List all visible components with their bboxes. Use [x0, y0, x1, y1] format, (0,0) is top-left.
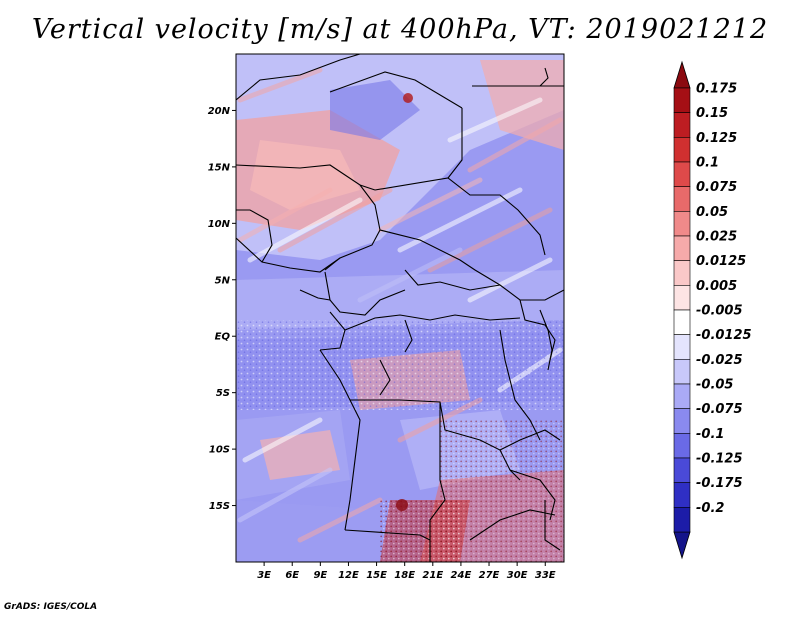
colorbar-swatch [673, 87, 691, 113]
map-title: Vertical velocity [m/s] at 400hPa, VT: 2… [31, 14, 769, 45]
footer-credit: GrADS: IGES/COLA [4, 602, 98, 612]
lon-tick-label: 30E [507, 570, 528, 581]
colorbar-swatch [673, 235, 691, 261]
map-area: 20N 15N 10N 5N EQ 5S 10S 15S 3E 6E 9E 12E 15E 18E 21E… [208, 53, 565, 581]
lon-tick-label: 33E [535, 570, 556, 581]
lat-tick-label: 20N [208, 106, 231, 117]
colorbar-swatch [673, 507, 691, 533]
colorbar-label: -0.125 [696, 452, 743, 467]
colorbar-swatch [673, 137, 691, 163]
colorbar-label: -0.075 [696, 402, 743, 417]
colorbar-swatch [673, 457, 691, 483]
lon-tick-label: 27E [479, 570, 500, 581]
colorbar-label: -0.0125 [696, 328, 752, 343]
lat-tick-label: 10N [208, 219, 231, 230]
colorbar-label: 0.0125 [696, 254, 746, 269]
velocity-field [236, 54, 564, 562]
lat-tick-label: EQ [215, 332, 231, 343]
lat-tick-label: 10S [209, 445, 230, 456]
colorbar-top-extension [673, 60, 691, 89]
colorbar-label: 0.005 [696, 279, 737, 294]
colorbar-swatch [673, 334, 691, 360]
colorbar-swatch [673, 285, 691, 311]
colorbar-swatch [673, 112, 691, 138]
lat-tick-label: 15S [209, 501, 230, 512]
colorbar-swatch [673, 309, 691, 335]
colorbar-label: 0.075 [696, 180, 737, 195]
colorbar-label: -0.025 [696, 353, 743, 368]
colorbar-swatch [673, 161, 691, 187]
colorbar-label: 0.15 [696, 106, 728, 121]
colorbar-label: -0.1 [696, 427, 724, 442]
colorbar-swatch [673, 211, 691, 237]
lon-tick-label: 12E [338, 570, 359, 581]
colorbar-swatch [673, 260, 691, 286]
map-frame [235, 53, 565, 563]
lat-tick-label: 15N [208, 162, 231, 173]
colorbar-label: -0.05 [696, 378, 733, 393]
colorbar: 0.175 0.15 0.125 0.1 0.075 0.05 0.025 0.0125 0.0… [673, 60, 752, 560]
colorbar-label: -0.005 [696, 304, 743, 319]
lon-tick-label: 3E [257, 570, 271, 581]
colorbar-label: 0.175 [696, 82, 737, 97]
colorbar-swatch [673, 433, 691, 459]
colorbar-label: 0.125 [696, 131, 737, 146]
lon-tick-label: 24E [451, 570, 472, 581]
longitude-axis: 3E 6E 9E 12E 15E 18E 21E 24E 27E 30E 33E [257, 562, 556, 581]
colorbar-swatch [673, 482, 691, 508]
colorbar-label: 0.05 [696, 205, 728, 220]
colorbar-label: 0.025 [696, 230, 737, 245]
colorbar-swatch [673, 186, 691, 212]
country-borders [236, 54, 564, 562]
lon-tick-label: 15E [366, 570, 387, 581]
lon-tick-label: 18E [394, 570, 415, 581]
lat-tick-label: 5S [216, 388, 230, 399]
lon-tick-label: 9E [313, 570, 327, 581]
colorbar-swatch [673, 408, 691, 434]
colorbar-label: 0.1 [696, 156, 719, 171]
lon-tick-label: 21E [422, 570, 443, 581]
latitude-axis: 20N 15N 10N 5N EQ 5S 10S 15S [208, 106, 236, 512]
lon-tick-label: 6E [285, 570, 299, 581]
colorbar-swatch [673, 383, 691, 409]
lat-tick-label: 5N [215, 275, 231, 286]
colorbar-label: -0.175 [696, 476, 743, 491]
colorbar-swatch [673, 359, 691, 385]
colorbar-label: -0.2 [696, 501, 724, 516]
colorbar-bottom-extension [673, 531, 691, 560]
